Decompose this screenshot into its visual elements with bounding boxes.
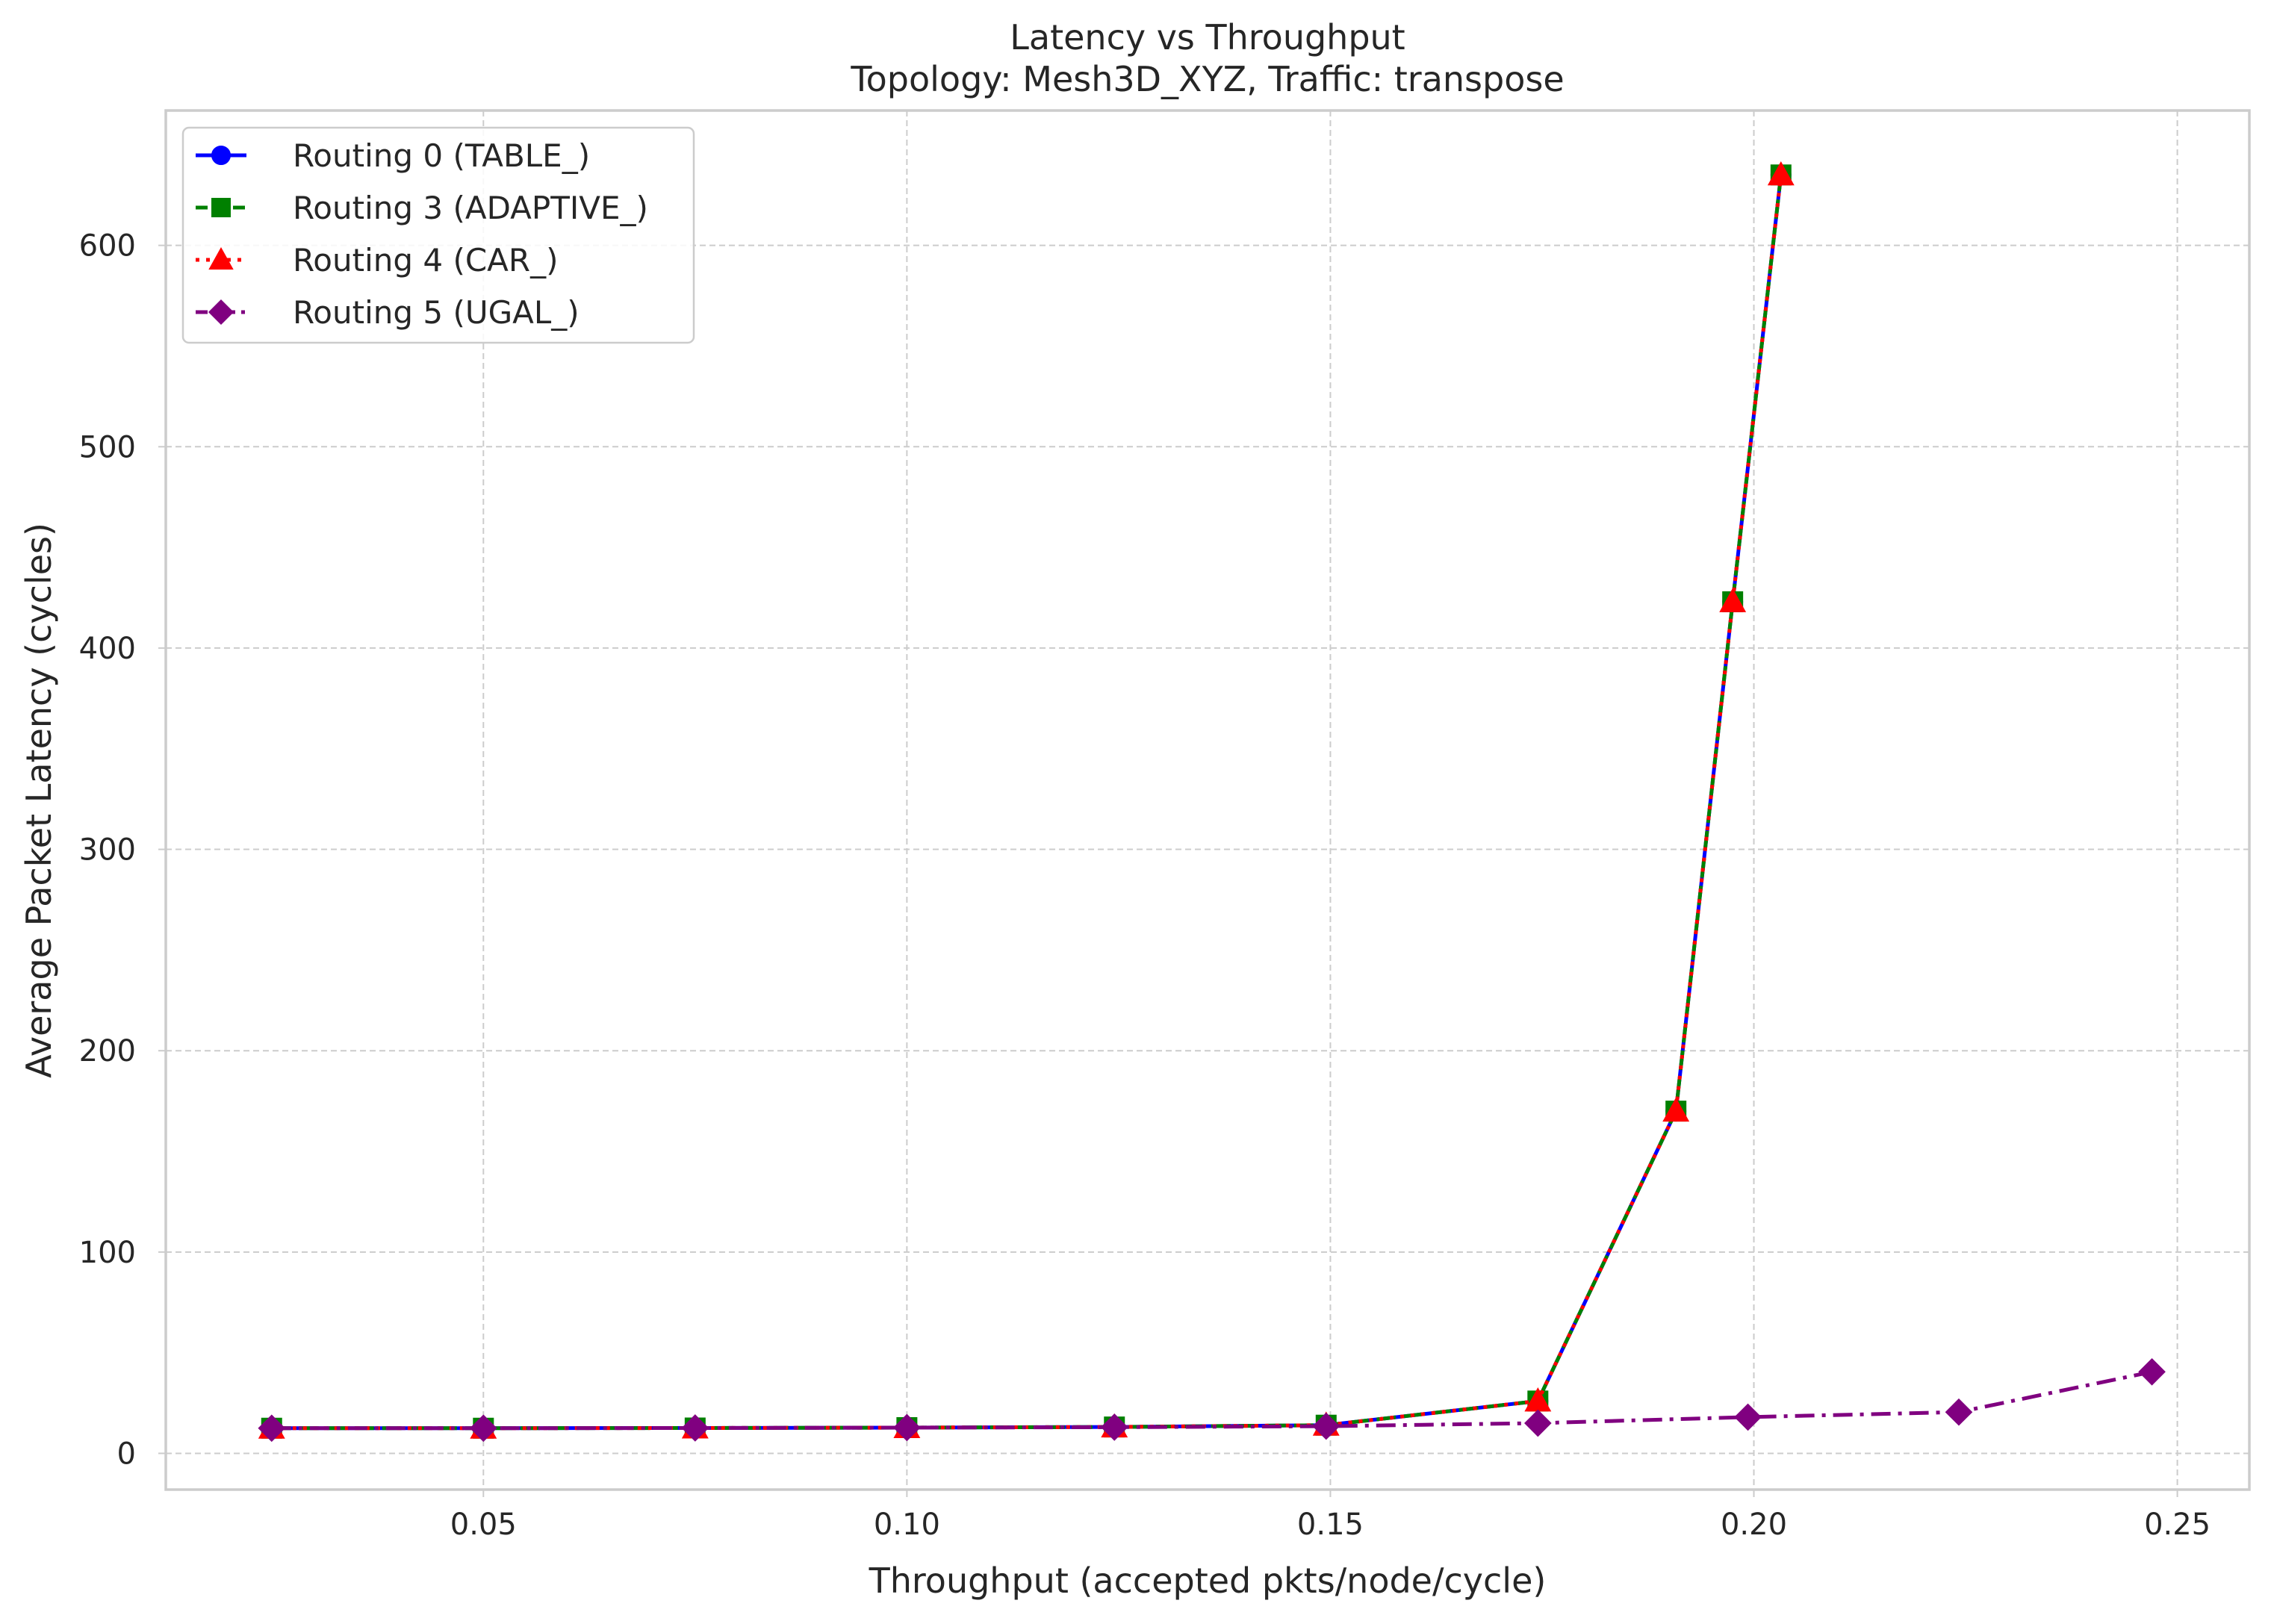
triangle-marker <box>1662 1097 1690 1122</box>
triangle-marker <box>1767 161 1795 186</box>
diamond-marker <box>208 299 234 326</box>
legend-entry: Routing 5 (UGAL_) <box>196 294 580 331</box>
legend-box <box>181 126 695 344</box>
legend-entry: Routing 4 (CAR_) <box>196 242 558 279</box>
diamond-marker <box>1734 1403 1762 1431</box>
diamond-marker <box>893 1413 921 1442</box>
legend-label: Routing 3 (ADAPTIVE_) <box>293 190 648 226</box>
series-diamond <box>258 1357 2166 1443</box>
legend-label: Routing 4 (CAR_) <box>293 242 558 279</box>
triangle-marker <box>208 246 234 270</box>
legend-label: Routing 0 (TABLE_) <box>293 137 590 174</box>
diamond-marker <box>469 1414 497 1443</box>
diamond-marker <box>1945 1398 1973 1426</box>
x-tick-label: 0.05 <box>450 1508 517 1542</box>
legend: Routing 0 (TABLE_) Routing 3 (ADAPTIVE_) R… <box>181 126 695 344</box>
y-tick-label: 100 <box>79 1236 136 1270</box>
plot-series <box>258 161 2166 1443</box>
x-tick-label: 0.15 <box>1297 1508 1364 1542</box>
y-tick-label: 300 <box>79 833 136 868</box>
diamond-marker <box>681 1414 709 1442</box>
triangle-marker <box>1719 588 1747 612</box>
circle-marker <box>211 146 231 165</box>
y-tick-label: 0 <box>117 1437 136 1471</box>
y-tick-label: 200 <box>79 1034 136 1068</box>
legend-entry: Routing 0 (TABLE_) <box>196 137 590 174</box>
legend-entry: Routing 3 (ADAPTIVE_) <box>196 190 648 226</box>
y-tick-label: 500 <box>79 430 136 464</box>
square-marker <box>211 198 231 217</box>
x-tick-label: 0.10 <box>874 1508 940 1542</box>
diamond-marker <box>1312 1412 1340 1440</box>
y-axis-label: Average Packet Latency (cycles) <box>19 523 59 1078</box>
y-tick-label: 400 <box>79 632 136 666</box>
chart-subtitle: Topology: Mesh3D_XYZ, Traffic: transpose <box>850 59 1564 99</box>
x-tick-label: 0.20 <box>1721 1508 1787 1542</box>
x-axis-label: Throughput (accepted pkts/node/cycle) <box>869 1561 1547 1601</box>
diamond-marker <box>258 1414 286 1443</box>
legend-label: Routing 5 (UGAL_) <box>293 294 580 331</box>
diamond-marker <box>1100 1413 1128 1441</box>
grid-lines <box>166 111 2249 1490</box>
diamond-marker <box>1524 1409 1552 1437</box>
axis-ticks: 0.05 0.10 0.15 0.20 0.25 0 100 200 300 400 500 600 <box>79 229 2211 1542</box>
y-tick-label: 600 <box>79 229 136 264</box>
chart-title: Latency vs Throughput <box>1010 17 1405 57</box>
x-tick-label: 0.25 <box>2144 1508 2211 1542</box>
diamond-marker <box>2138 1357 2166 1386</box>
series-line <box>271 1369 2153 1431</box>
plot-frame <box>164 109 2251 1491</box>
